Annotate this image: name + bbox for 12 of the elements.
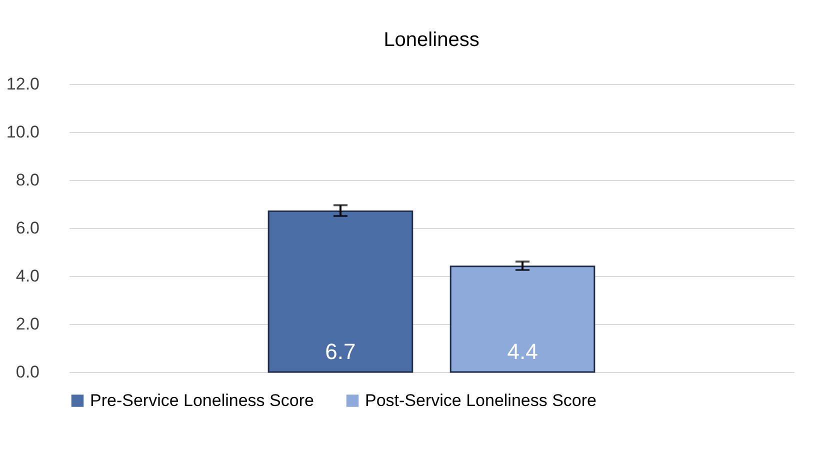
y-tick-label: 0.0 bbox=[16, 362, 40, 382]
data-label: 6.7 bbox=[325, 339, 356, 364]
y-tick-label: 8.0 bbox=[16, 170, 40, 190]
y-tick-label: 4.0 bbox=[16, 266, 40, 286]
data-label: 4.4 bbox=[507, 339, 538, 364]
y-tick-label: 10.0 bbox=[6, 122, 40, 142]
legend-label: Post-Service Loneliness Score bbox=[365, 390, 597, 410]
y-tick-label: 6.0 bbox=[16, 218, 40, 238]
y-tick-label: 2.0 bbox=[16, 314, 40, 334]
legend-label: Pre-Service Loneliness Score bbox=[90, 390, 314, 410]
y-tick-label: 12.0 bbox=[6, 74, 40, 94]
chart-title: Loneliness bbox=[384, 29, 480, 51]
